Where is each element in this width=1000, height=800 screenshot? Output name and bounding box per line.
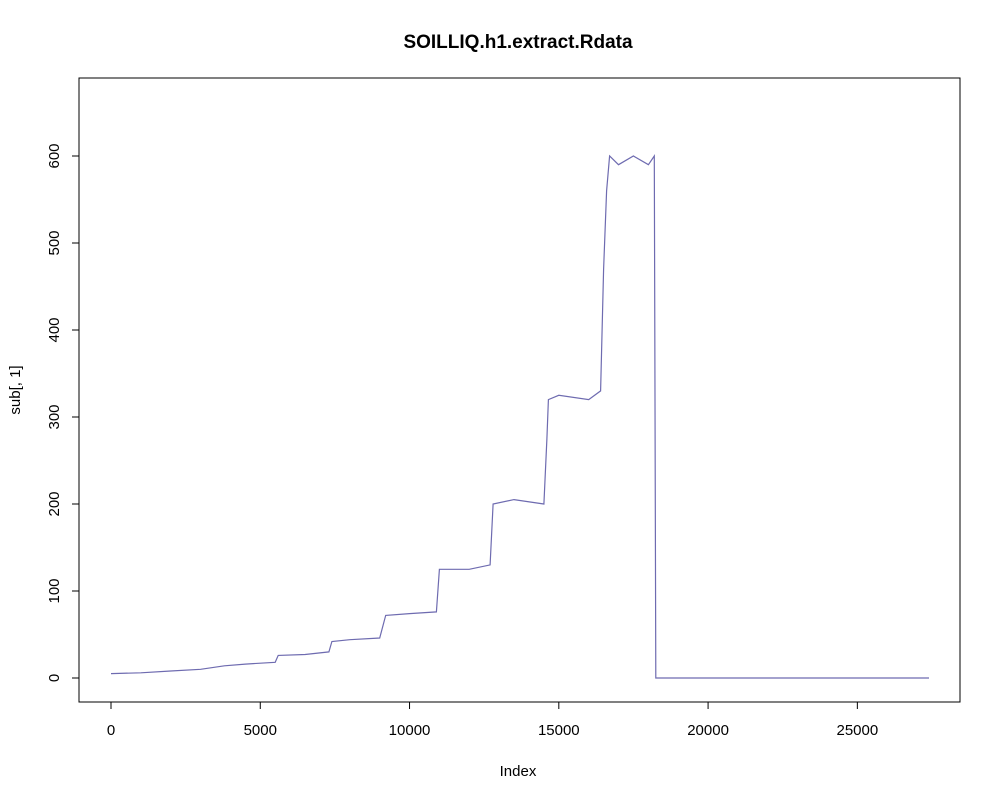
y-tick-label: 0 bbox=[46, 674, 63, 682]
series-layer bbox=[110, 154, 929, 679]
y-tick-label: 500 bbox=[46, 230, 63, 255]
y-axis-label: sub[, 1] bbox=[7, 365, 24, 414]
x-axis-label: Index bbox=[500, 763, 537, 780]
y-tick-label: 400 bbox=[46, 317, 63, 342]
series-line bbox=[110, 154, 929, 679]
y-tick-label: 300 bbox=[46, 404, 63, 429]
x-tick-label: 15000 bbox=[538, 722, 580, 739]
y-tick-label: 200 bbox=[46, 491, 63, 516]
y-tick-label: 600 bbox=[46, 143, 63, 168]
y-tick-label: 100 bbox=[46, 578, 63, 603]
x-axis: 0 5000 10000 15000 20000 25000 bbox=[107, 701, 878, 739]
x-tick-label: 0 bbox=[107, 722, 115, 739]
x-tick-label: 5000 bbox=[244, 722, 277, 739]
x-tick-label: 20000 bbox=[687, 722, 729, 739]
x-tick-label: 10000 bbox=[389, 722, 431, 739]
plot-box bbox=[78, 77, 961, 703]
x-tick-label: 25000 bbox=[836, 722, 878, 739]
chart-title: SOILLIQ.h1.extract.Rdata bbox=[403, 32, 633, 53]
y-axis: 0 100 200 300 400 500 600 bbox=[46, 143, 80, 682]
